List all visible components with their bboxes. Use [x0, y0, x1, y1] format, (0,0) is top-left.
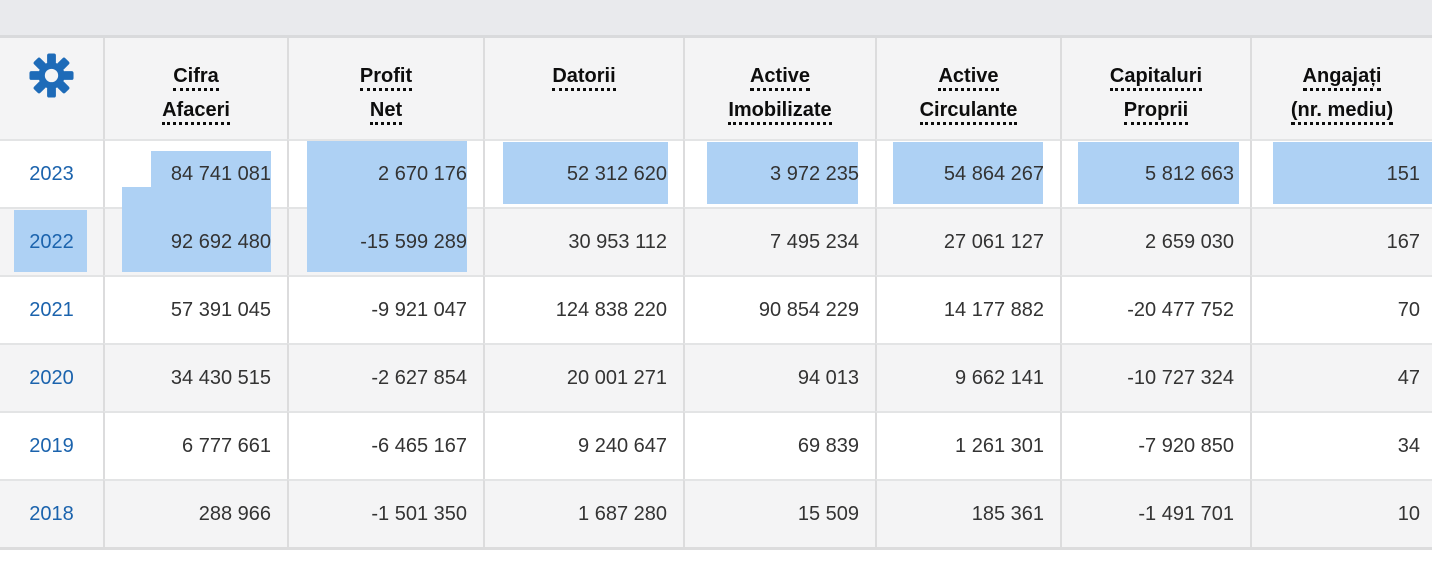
financials-table: Cifra Afaceri Profit Net Datorii Active …: [0, 38, 1432, 550]
year-link[interactable]: 2022: [29, 230, 74, 253]
column-header-profit-net[interactable]: Profit Net: [287, 38, 483, 139]
cell-cifra-afaceri: 34 430 515: [103, 343, 287, 411]
top-bar: [0, 0, 1432, 38]
selection-highlight: [307, 207, 467, 272]
column-header-label[interactable]: Active: [938, 65, 999, 91]
gear-icon[interactable]: [0, 38, 103, 110]
column-header-active-imobilizate[interactable]: Active Imobilizate: [683, 38, 875, 139]
column-header-label[interactable]: Datorii: [552, 65, 616, 91]
cell-angajati: 47: [1250, 343, 1432, 411]
cell-capitaluri-proprii: 2 659 030: [1060, 207, 1250, 275]
table-row-2020: 2020 34 430 515 -2 627 854 20 001 271 94…: [0, 343, 1432, 411]
selection-highlight: [893, 142, 1043, 204]
column-header-label[interactable]: Angajați: [1302, 65, 1382, 91]
table-row-2021: 2021 57 391 045 -9 921 047 124 838 220 9…: [0, 275, 1432, 343]
column-header-label[interactable]: Cifra: [173, 65, 219, 91]
selection-highlight: [122, 187, 271, 209]
cell-active-imobilizate: 90 854 229: [683, 275, 875, 343]
cell-cifra-afaceri: 288 966: [103, 479, 287, 547]
cell-capitaluri-proprii: -7 920 850: [1060, 411, 1250, 479]
cell-datorii: 52 312 620: [483, 139, 683, 207]
table-row-2018: 2018 288 966 -1 501 350 1 687 280 15 509…: [0, 479, 1432, 547]
cell-angajati: 151: [1250, 139, 1432, 207]
table-row-2019: 2019 6 777 661 -6 465 167 9 240 647 69 8…: [0, 411, 1432, 479]
selection-highlight: [151, 151, 271, 187]
cell-profit-net: -9 921 047: [287, 275, 483, 343]
cell-cifra-afaceri: 57 391 045: [103, 275, 287, 343]
cell-datorii: 30 953 112: [483, 207, 683, 275]
year-link[interactable]: 2023: [29, 162, 74, 185]
year-cell: 2019: [0, 411, 103, 479]
cell-active-imobilizate: 69 839: [683, 411, 875, 479]
year-cell: 2020: [0, 343, 103, 411]
cell-capitaluri-proprii: 5 812 663: [1060, 139, 1250, 207]
cell-cifra-afaceri: 6 777 661: [103, 411, 287, 479]
cell-datorii: 9 240 647: [483, 411, 683, 479]
cell-active-imobilizate: 94 013: [683, 343, 875, 411]
cell-cifra-afaceri: 84 741 081: [103, 139, 287, 209]
cell-active-circulante: 54 864 267: [875, 139, 1060, 207]
selection-highlight: [14, 210, 87, 272]
column-header-label[interactable]: Active: [749, 65, 811, 91]
header-row: Cifra Afaceri Profit Net Datorii Active …: [0, 38, 1432, 139]
column-header-capitaluri-proprii[interactable]: Capitaluri Proprii: [1060, 38, 1250, 139]
cell-active-imobilizate: 15 509: [683, 479, 875, 547]
selection-highlight: [122, 207, 271, 272]
cell-capitaluri-proprii: -10 727 324: [1060, 343, 1250, 411]
year-link[interactable]: 2021: [29, 298, 74, 321]
year-link[interactable]: 2019: [29, 434, 74, 457]
table-row-2023: 2023 84 741 081 2 670 176 52 312 620 3 9…: [0, 139, 1432, 209]
selection-highlight: [707, 142, 858, 204]
cell-active-circulante: 9 662 141: [875, 343, 1060, 411]
year-cell: 2018: [0, 479, 103, 547]
selection-highlight: [1078, 142, 1239, 204]
cell-datorii: 20 001 271: [483, 343, 683, 411]
column-header-angajati[interactable]: Angajați (nr. mediu): [1250, 38, 1432, 139]
cell-angajati: 167: [1250, 207, 1432, 275]
settings-header-cell: [0, 38, 103, 139]
cell-active-circulante: 1 261 301: [875, 411, 1060, 479]
cell-capitaluri-proprii: -20 477 752: [1060, 275, 1250, 343]
cell-angajati: 70: [1250, 275, 1432, 343]
cell-profit-net: -2 627 854: [287, 343, 483, 411]
cell-datorii: 1 687 280: [483, 479, 683, 547]
year-link[interactable]: 2020: [29, 366, 74, 389]
cell-active-circulante: 185 361: [875, 479, 1060, 547]
year-cell: 2023: [0, 139, 103, 207]
cell-angajati: 34: [1250, 411, 1432, 479]
column-header-cifra-afaceri[interactable]: Cifra Afaceri: [103, 38, 287, 139]
cell-profit-net: 2 670 176: [287, 139, 483, 209]
year-link[interactable]: 2018: [29, 502, 74, 525]
selection-highlight: [1273, 142, 1432, 204]
column-header-datorii[interactable]: Datorii: [483, 38, 683, 139]
cell-active-circulante: 27 061 127: [875, 207, 1060, 275]
column-header-label[interactable]: Capitaluri: [1109, 65, 1203, 91]
table-row-2022: 2022 92 692 480 -15 599 289 30 953 112 7…: [0, 207, 1432, 275]
column-header-label[interactable]: Profit: [359, 65, 413, 91]
selection-highlight: [307, 141, 467, 209]
cell-cifra-afaceri: 92 692 480: [103, 207, 287, 275]
cell-capitaluri-proprii: -1 491 701: [1060, 479, 1250, 547]
cell-active-imobilizate: 7 495 234: [683, 207, 875, 275]
selection-highlight: [503, 142, 668, 204]
year-cell: 2021: [0, 275, 103, 343]
cell-angajati: 10: [1250, 479, 1432, 547]
cell-active-circulante: 14 177 882: [875, 275, 1060, 343]
cell-profit-net: -1 501 350: [287, 479, 483, 547]
year-cell: 2022: [0, 207, 103, 275]
column-header-active-circulante[interactable]: Active Circulante: [875, 38, 1060, 139]
cell-profit-net: -15 599 289: [287, 207, 483, 275]
cell-datorii: 124 838 220: [483, 275, 683, 343]
cell-profit-net: -6 465 167: [287, 411, 483, 479]
cell-active-imobilizate: 3 972 235: [683, 139, 875, 207]
